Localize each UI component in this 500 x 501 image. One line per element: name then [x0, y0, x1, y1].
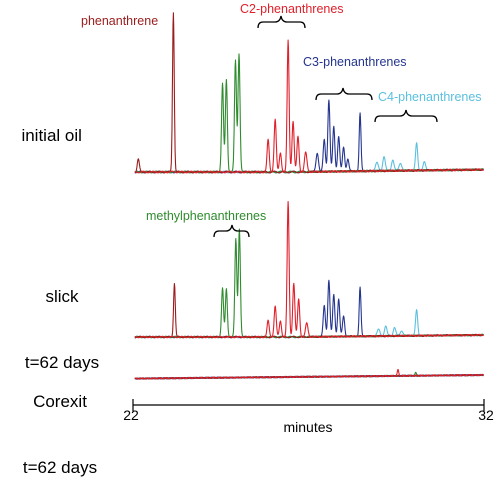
panel-label-line: t=62 days — [24, 353, 100, 372]
label-methylphenanthrenes: methylphenanthrenes — [146, 209, 267, 223]
trace-initial-c2-phenanthrenes — [134, 39, 484, 174]
trace-initial-c3-phenanthrenes — [134, 99, 484, 174]
trace-slick-c3-phenanthrenes — [134, 279, 484, 339]
x-tick-label-start: 22 — [123, 407, 139, 423]
panel-label-line: Corexit — [33, 392, 87, 411]
panel-label-line: slick — [45, 287, 79, 306]
panel-label-line: t=62 days — [22, 458, 98, 477]
bracket-methylphenanthrenes — [213, 224, 250, 238]
trace-slick-c2-phenanthrenes — [134, 200, 484, 339]
panel-label-line: initial oil — [21, 126, 82, 145]
trace-corexit-c2-phenanthrenes — [134, 368, 484, 380]
label-c4-phenanthrenes: C4-phenanthrenes — [378, 90, 482, 104]
trace-slick-methylphenanthrenes — [134, 228, 484, 339]
bracket-c2-phenanthrenes — [257, 15, 306, 29]
bracket-c3-phenanthrenes — [315, 87, 373, 101]
label-phenanthrene: phenanthrene — [81, 14, 159, 28]
chromatogram-figure: 22 32 minutes — [123, 12, 494, 435]
x-axis-title: minutes — [283, 419, 332, 435]
label-c2-phenanthrenes: C2-phenanthrenes — [240, 2, 344, 16]
bracket-c4-phenanthrenes — [374, 109, 438, 123]
trace-initial-c4-phenanthrenes — [134, 142, 484, 174]
panel-label-corexit: Corexit t=62 days — [23, 347, 97, 501]
panel-label-initial-oil: initial oil — [12, 103, 82, 147]
traces-layer — [134, 12, 484, 380]
panel-label-slick: slick t=62 days — [25, 242, 99, 396]
label-c3-phenanthrenes: C3-phenanthrenes — [303, 55, 407, 69]
x-tick-label-end: 32 — [478, 407, 494, 423]
trace-slick-phenanthrene — [134, 282, 484, 339]
